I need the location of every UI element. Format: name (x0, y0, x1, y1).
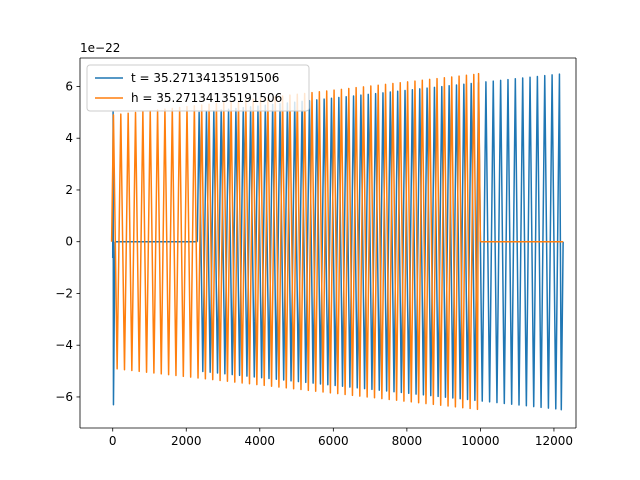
x-tick-label: 8000 (392, 434, 423, 448)
x-tick-label: 2000 (171, 434, 202, 448)
legend-label: h = 35.27134135191506 (131, 91, 282, 105)
legend-label: t = 35.27134135191506 (131, 71, 279, 85)
x-tick-label: 6000 (318, 434, 349, 448)
y-tick-label: −4 (55, 338, 73, 352)
axes-layer: 0 2000 4000 6000 8000 10000 12000 −6 −4 −2 0 2 4 6 (55, 57, 577, 448)
y-tick-label: −6 (55, 390, 73, 404)
x-tick-label: 4000 (245, 434, 276, 448)
x-tick-label: 10000 (461, 434, 499, 448)
y-tick-label: 0 (65, 235, 73, 249)
x-tick-label: 0 (109, 434, 117, 448)
y-tick-label: 2 (65, 183, 73, 197)
y-tick-label: 6 (65, 79, 73, 93)
x-tick-label: 12000 (535, 434, 573, 448)
legend: t = 35.27134135191506 h = 35.271341351915… (86, 64, 310, 112)
y-tick-label: 4 (65, 131, 73, 145)
y-tick-label: −2 (55, 286, 73, 300)
y-offset-label: 1e−22 (80, 41, 120, 55)
legend-box (86, 64, 310, 112)
